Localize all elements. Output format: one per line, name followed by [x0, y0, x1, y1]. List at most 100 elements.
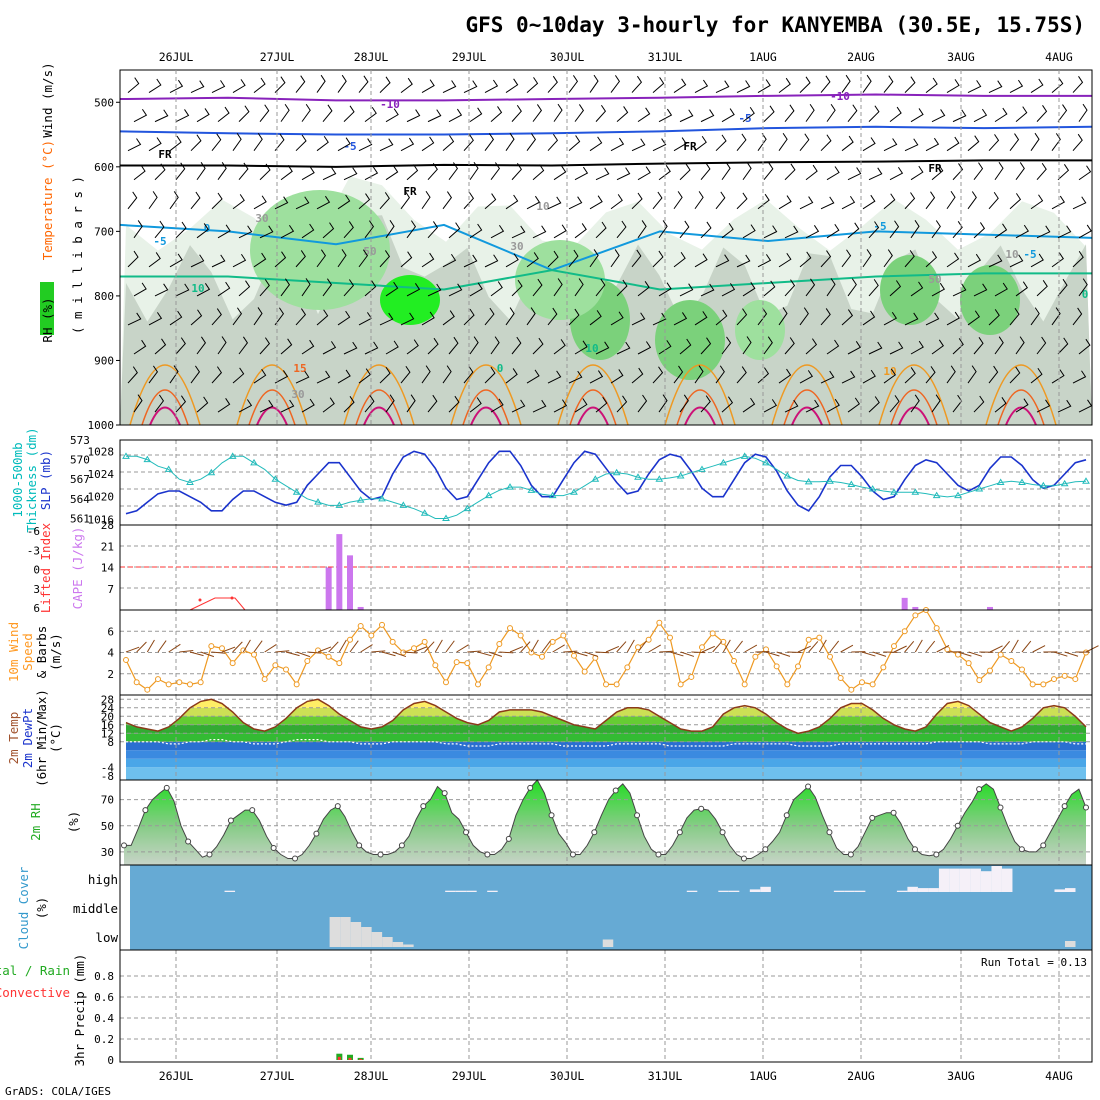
wind-barb	[862, 194, 876, 210]
temp-tick-label: -8	[101, 770, 114, 783]
wind-barb	[232, 367, 245, 384]
rh-shade-blob	[655, 300, 725, 380]
wind-barb	[910, 340, 924, 355]
wind-barb	[658, 340, 672, 355]
thickness-marker	[399, 501, 408, 508]
temp-contour-20	[462, 389, 510, 426]
wind-barb	[400, 191, 411, 210]
wind-barb	[379, 76, 391, 93]
top-date-label: 29JUL	[452, 50, 487, 64]
wind-barb	[406, 109, 421, 123]
wind-barb	[364, 280, 377, 297]
wind-barb	[1030, 194, 1044, 210]
wind-barb	[442, 80, 457, 94]
precip-tick-label: 0.8	[94, 970, 114, 983]
wind-barb	[673, 78, 687, 94]
wind-barb	[841, 135, 854, 152]
wind-barb	[778, 307, 788, 326]
thickness-marker	[1082, 477, 1090, 484]
surface-wind-barb	[456, 644, 469, 653]
surface-wind-barb	[904, 641, 915, 653]
wind-barb	[826, 278, 836, 297]
wind-barb	[784, 399, 799, 413]
wind-barb	[889, 395, 900, 413]
wind-barb	[406, 339, 419, 355]
thickness-marker	[783, 471, 792, 479]
slp-panel-frame	[119, 439, 1093, 526]
wind-barb	[925, 77, 938, 93]
wind-barb	[1015, 398, 1029, 413]
wind-barb	[721, 336, 732, 355]
wind-barb	[379, 138, 394, 152]
wind-barb	[736, 308, 748, 326]
wind-barb	[190, 254, 205, 268]
wind-barb	[490, 281, 503, 297]
wind-speed-point	[560, 632, 567, 639]
wind-barb	[442, 310, 455, 326]
temp-contour-minus5	[119, 125, 1093, 136]
wind-barb	[238, 162, 249, 181]
slp-line	[125, 450, 1087, 515]
wind-barb	[238, 105, 250, 122]
surface-wind-barb	[445, 640, 455, 653]
wind-barb	[715, 254, 730, 268]
wind-barb	[400, 77, 413, 93]
wind-barb	[448, 108, 463, 123]
wind-barb	[406, 283, 421, 297]
wind-barb	[364, 220, 375, 239]
wind-barb	[553, 339, 566, 355]
wind-speed-point	[549, 638, 556, 645]
wind-barb	[568, 196, 583, 210]
contour-label: 10	[883, 365, 896, 378]
wind-barb	[253, 195, 267, 210]
wind-barb	[154, 283, 169, 297]
wind-barb	[469, 223, 483, 239]
surface-wind-barb	[563, 650, 578, 653]
wind-barb	[652, 191, 663, 210]
wind-barb	[259, 279, 270, 297]
wind-barb	[406, 164, 419, 181]
temp-contour-25	[791, 406, 823, 426]
surface-wind-barb	[477, 651, 492, 657]
wind-barb	[1051, 307, 1061, 326]
wind-speed-point	[304, 658, 311, 664]
wind-barb	[715, 365, 725, 384]
thickness-marker	[1018, 478, 1026, 485]
wind-speed-point	[720, 638, 727, 645]
wind-speed-point	[699, 644, 705, 651]
surface-wind-barb	[840, 644, 854, 653]
high-cloud-bar	[466, 890, 477, 892]
wind-barb	[931, 394, 941, 413]
wind-barb	[973, 222, 986, 239]
low-cloud-bar	[1064, 941, 1076, 947]
wind-barb	[196, 223, 209, 239]
surface-wind-barb	[893, 645, 907, 653]
surface-wind-barb	[872, 651, 887, 657]
wind-barb	[883, 311, 898, 326]
wind-speed-point	[645, 636, 652, 643]
high-cloud-bar	[455, 890, 467, 892]
precip-convective-label: Convective	[0, 985, 70, 1000]
wind-barb	[1057, 278, 1068, 297]
wind-barb	[469, 397, 482, 413]
bottom-date-label: 3AUG	[947, 1069, 975, 1083]
temperature-label: Temperature (°C)	[40, 140, 55, 260]
rh-point	[1061, 803, 1068, 810]
wind-speed-point	[357, 622, 364, 629]
wind-barb	[757, 367, 770, 384]
high-cloud-bar	[949, 868, 960, 892]
rh-point	[762, 846, 769, 853]
slp-tick-label: 1020	[88, 491, 115, 504]
wind-barb	[385, 108, 399, 123]
wind-barb	[658, 282, 672, 297]
wind-barb	[385, 281, 399, 297]
temp-tick-label: 24	[101, 702, 115, 715]
wind-barb	[217, 336, 227, 355]
wind-barb	[883, 249, 893, 268]
cape-bar	[347, 555, 353, 610]
wind-barb	[841, 370, 856, 384]
surface-wind-barb	[744, 644, 758, 653]
contour-label: 10	[536, 200, 549, 213]
thickness-tick-label: 573	[70, 434, 90, 447]
thickness-marker	[911, 488, 920, 495]
